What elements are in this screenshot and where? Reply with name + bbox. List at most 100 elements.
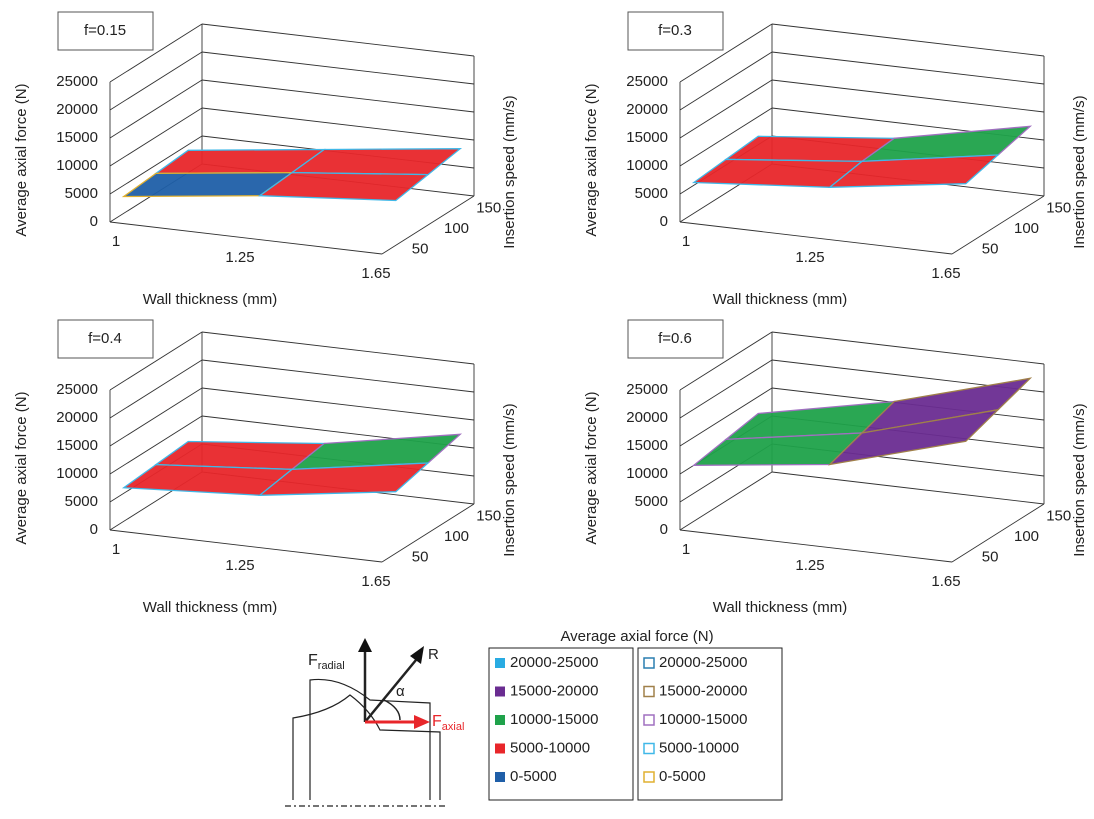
tool-outline — [309, 678, 431, 800]
x-axis-label: Wall thickness (mm) — [713, 599, 847, 616]
arrow-head — [410, 646, 424, 664]
x-tick-label: 1.65 — [931, 573, 960, 590]
workpiece-outline — [292, 694, 441, 800]
z-axis-label: Average axial force (N) — [13, 391, 30, 544]
angle-arc — [383, 699, 401, 721]
axial-force-label: Faxial — [432, 713, 464, 733]
z-tick-label: 15000 — [626, 129, 668, 146]
x-tick-label: 1 — [682, 541, 690, 558]
chart-title: f=0.6 — [658, 330, 692, 347]
z-tick-label: 20000 — [626, 409, 668, 426]
z-tick-label: 5000 — [635, 185, 668, 202]
x-tick-label: 1.25 — [225, 249, 254, 266]
y-axis-label: Insertion speed (mm/s) — [1071, 403, 1088, 556]
surface-patch — [290, 433, 463, 471]
y-axis-line — [381, 503, 475, 563]
y-tick-label: 150 — [476, 508, 501, 525]
y-tick-label: 150 — [1046, 508, 1071, 525]
surface-patch — [859, 125, 1033, 163]
surface-patch — [257, 171, 430, 202]
legend-label: 5000-10000 — [510, 739, 590, 756]
grid-line — [679, 51, 773, 111]
legend-swatch — [643, 714, 655, 726]
resultant-label: R — [428, 646, 439, 663]
surface-patch — [827, 154, 1000, 189]
radial-force-label: Fradial — [308, 652, 345, 672]
z-tick-label: 20000 — [56, 101, 98, 118]
grid-line — [109, 135, 203, 195]
grid-line — [201, 23, 475, 57]
force-diagram — [285, 638, 445, 807]
grid-line — [201, 51, 475, 85]
z-axis-label: Average axial force (N) — [583, 83, 600, 236]
legend-label: 20000-25000 — [659, 654, 747, 671]
grid-line — [679, 107, 773, 167]
legend-swatch — [643, 771, 655, 783]
z-tick-label: 5000 — [65, 493, 98, 510]
grid-line — [771, 23, 1045, 57]
x-tick-label: 1.25 — [795, 557, 824, 574]
title-box — [57, 11, 154, 51]
surface-patch — [257, 462, 430, 497]
grid-line — [109, 79, 203, 139]
legend-swatch — [495, 658, 505, 668]
z-tick-label: 5000 — [635, 493, 668, 510]
grid-line — [771, 331, 1045, 365]
legend-box — [637, 647, 783, 801]
x-tick-label: 1.25 — [795, 249, 824, 266]
arrow-head — [414, 715, 430, 729]
grid-line — [679, 359, 773, 419]
grid-line — [679, 471, 773, 531]
x-tick-label: 1.65 — [931, 265, 960, 282]
legend-swatch — [495, 686, 505, 697]
x-axis-label: Wall thickness (mm) — [713, 291, 847, 308]
x-tick-label: 1 — [112, 541, 120, 558]
z-tick-label: 10000 — [56, 465, 98, 482]
y-axis-line — [951, 503, 1045, 563]
grid-line — [109, 359, 203, 419]
z-tick-label: 10000 — [626, 465, 668, 482]
x-tick-label: 1.65 — [361, 573, 390, 590]
z-tick-label: 15000 — [56, 437, 98, 454]
x-tick-label: 1 — [682, 233, 690, 250]
z-tick-label: 5000 — [65, 185, 98, 202]
x-axis-line — [679, 529, 953, 563]
legend-label: 15000-20000 — [510, 682, 598, 699]
grid-line — [201, 107, 475, 141]
y-tick-label: 50 — [982, 548, 999, 565]
legend-swatch — [643, 657, 655, 669]
grid-line — [771, 471, 1045, 505]
z-axis-label: Average axial force (N) — [583, 391, 600, 544]
subscript: radial — [318, 660, 345, 672]
subscript: axial — [442, 721, 465, 733]
z-tick-label: 25000 — [626, 381, 668, 398]
grid-line — [679, 23, 773, 83]
grid-line — [201, 359, 475, 393]
x-tick-label: 1.25 — [225, 557, 254, 574]
angle-label: α — [396, 683, 405, 700]
x-axis-label: Wall thickness (mm) — [143, 599, 277, 616]
grid-line — [109, 51, 203, 111]
legend-label: 20000-25000 — [510, 654, 598, 671]
title-box — [627, 11, 724, 51]
x-tick-label: 1.65 — [361, 265, 390, 282]
symbol: F — [308, 652, 318, 669]
grid-line — [109, 415, 203, 475]
legend-box — [488, 647, 634, 801]
chart-title: f=0.15 — [84, 22, 126, 39]
grid-line — [201, 79, 475, 113]
z-tick-label: 15000 — [626, 437, 668, 454]
grid-line — [109, 331, 203, 391]
grid-line — [771, 51, 1045, 85]
chart-title: f=0.3 — [658, 22, 692, 39]
x-axis-line — [109, 529, 383, 563]
resultant-arrow — [364, 659, 417, 723]
legend-swatch — [643, 742, 655, 755]
grid-line — [201, 331, 475, 365]
legend-label: 10000-15000 — [659, 711, 747, 728]
grid-line — [771, 79, 1045, 113]
y-tick-label: 50 — [412, 240, 429, 257]
y-tick-label: 50 — [982, 240, 999, 257]
y-axis-label: Insertion speed (mm/s) — [1071, 95, 1088, 248]
z-tick-label: 25000 — [626, 73, 668, 90]
